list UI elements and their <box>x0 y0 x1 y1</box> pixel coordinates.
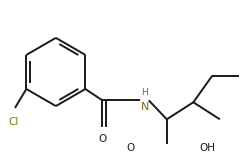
Text: N: N <box>141 102 150 112</box>
Text: H: H <box>141 88 148 97</box>
Text: O: O <box>126 143 135 152</box>
Text: OH: OH <box>199 143 215 152</box>
Text: Cl: Cl <box>9 117 19 127</box>
Text: O: O <box>98 135 107 144</box>
